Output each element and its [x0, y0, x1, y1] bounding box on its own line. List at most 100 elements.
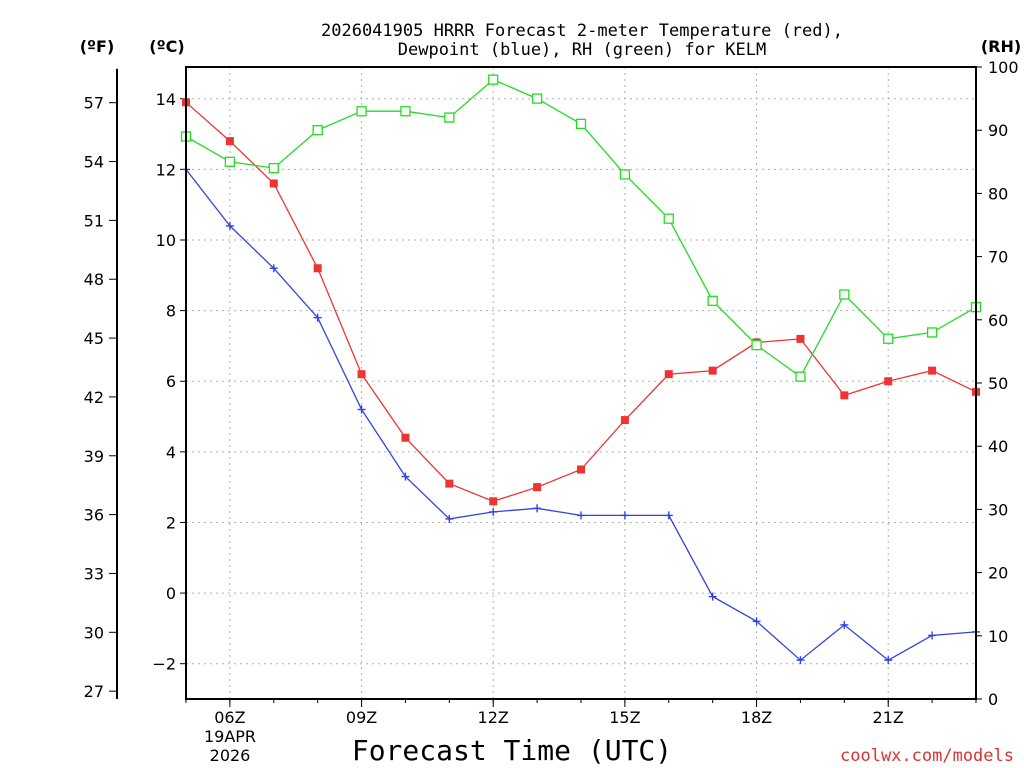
2-meter-temperature-point — [269, 179, 278, 188]
2-meter-temperature-point — [489, 497, 498, 506]
grid-lines — [186, 67, 976, 699]
fahrenheit-tick-label: 39 — [84, 447, 104, 466]
credit-link[interactable]: coolwx.com/models — [840, 746, 1014, 766]
dewpoint-point — [225, 221, 234, 230]
fahrenheit-tick-label: 57 — [84, 94, 104, 113]
rh-tick-label: 90 — [988, 121, 1008, 140]
dewpoint-point — [577, 511, 585, 520]
2-meter-temperature-point — [313, 264, 322, 273]
celsius-tick-label: 6 — [166, 372, 176, 391]
relative-humidity-point — [356, 106, 367, 117]
fahrenheit-tick-label: 30 — [84, 623, 104, 642]
relative-humidity-point — [531, 93, 543, 104]
celsius-tick-label: 0 — [166, 584, 176, 603]
data-series — [180, 74, 982, 665]
date-label-day: 19APR — [204, 727, 256, 746]
rh-tick-label: 20 — [988, 564, 1008, 583]
x-tick-label: 06Z — [214, 708, 245, 727]
dewpoint-point — [313, 313, 322, 322]
plot-frame — [185, 66, 977, 700]
dewpoint-point — [928, 631, 937, 640]
dewpoint-point — [357, 405, 366, 414]
dewpoint-point — [445, 514, 454, 523]
celsius-tick-label: 12 — [156, 160, 176, 179]
chart-title-line-1: 2026041905 HRRR Forecast 2-meter Tempera… — [321, 21, 843, 41]
relative-humidity-point — [839, 289, 850, 300]
2-meter-temperature-point — [445, 479, 454, 488]
dewpoint-point — [840, 620, 849, 629]
relative-humidity-series — [180, 74, 982, 382]
relative-humidity-point — [268, 162, 279, 174]
dewpoint-point — [533, 504, 542, 513]
x-tick-label: 18Z — [741, 708, 772, 727]
fahrenheit-tick-label: 33 — [84, 564, 104, 583]
2-meter-temperature-point — [840, 391, 849, 400]
celsius-tick-label: 4 — [166, 443, 176, 462]
chart-title-line-2: Dewpoint (blue), RH (green) for KELM — [398, 40, 766, 60]
celsius-tick-label: 8 — [166, 302, 176, 321]
2-meter-temperature-point — [664, 370, 673, 379]
celsius-tick-label: 2 — [166, 513, 176, 532]
dewpoint-point — [620, 511, 629, 520]
fahrenheit-tick-label: 48 — [84, 270, 104, 289]
relative-humidity-point — [488, 74, 499, 85]
celsius-tick-label: 14 — [156, 90, 176, 109]
relative-humidity-point — [224, 156, 236, 167]
relative-humidity-point — [312, 125, 323, 136]
relative-humidity-point — [400, 106, 411, 117]
relative-humidity-point — [444, 112, 455, 123]
rh-tick-label: 60 — [988, 311, 1008, 330]
axes: 06Z 09Z 12Z 15Z 18Z 21Z −2 0 2 4 6 8 10 12 14 27 30 33 36 3… — [84, 58, 1019, 727]
date-label-year: 2026 — [210, 746, 251, 765]
relative-humidity-point — [883, 333, 894, 344]
dewpoint-point — [796, 656, 805, 665]
2-meter-temperature-point — [401, 433, 410, 442]
2-meter-temperature-series — [182, 98, 980, 506]
dewpoint-series — [182, 165, 980, 665]
relative-humidity-point — [707, 295, 718, 306]
rh-tick-label: 80 — [988, 184, 1008, 203]
dewpoint-point — [269, 264, 278, 273]
2-meter-temperature-point — [533, 483, 542, 492]
dewpoint-point — [664, 511, 673, 520]
fahrenheit-tick-label: 45 — [84, 329, 104, 348]
x-tick-label: 09Z — [346, 708, 377, 727]
2-meter-temperature-point — [928, 366, 937, 375]
relative-humidity-point — [619, 169, 631, 180]
celsius-tick-label: −2 — [152, 655, 176, 674]
rh-tick-label: 40 — [988, 437, 1008, 456]
x-tick-label: 21Z — [873, 708, 904, 727]
celsius-unit-label: (ºC) — [149, 37, 184, 56]
fahrenheit-tick-label: 51 — [84, 211, 104, 230]
fahrenheit-tick-label: 54 — [84, 153, 104, 172]
rh-tick-label: 30 — [988, 500, 1008, 519]
dewpoint-point — [489, 507, 498, 516]
rh-tick-label: 10 — [988, 627, 1008, 646]
dewpoint-point — [884, 656, 893, 665]
relative-humidity-point — [751, 339, 762, 351]
relative-humidity-point — [926, 327, 938, 338]
rh-unit-label: (RH) — [981, 37, 1021, 56]
relative-humidity-point — [575, 118, 587, 130]
fahrenheit-tick-label: 36 — [84, 506, 104, 525]
dewpoint-point — [401, 472, 410, 481]
2-meter-temperature-point — [577, 465, 585, 474]
2-meter-temperature-point — [708, 366, 717, 375]
x-axis-title: Forecast Time (UTC) — [352, 734, 672, 767]
fahrenheit-tick-label: 27 — [84, 682, 104, 701]
dewpoint-point — [752, 617, 761, 626]
x-tick-label: 15Z — [609, 708, 640, 727]
relative-humidity-point — [663, 213, 674, 224]
x-tick-label: 12Z — [478, 708, 509, 727]
2-meter-temperature-point — [225, 137, 234, 146]
rh-tick-label: 100 — [988, 58, 1019, 77]
dewpoint-point — [708, 592, 717, 601]
2-meter-temperature-point — [884, 377, 893, 386]
2-meter-temperature-point — [796, 334, 805, 343]
celsius-tick-label: 10 — [156, 231, 176, 250]
rh-tick-label: 0 — [988, 690, 998, 709]
2-meter-temperature-point — [620, 416, 629, 425]
fahrenheit-tick-label: 42 — [84, 388, 104, 407]
rh-tick-label: 50 — [988, 374, 1008, 393]
